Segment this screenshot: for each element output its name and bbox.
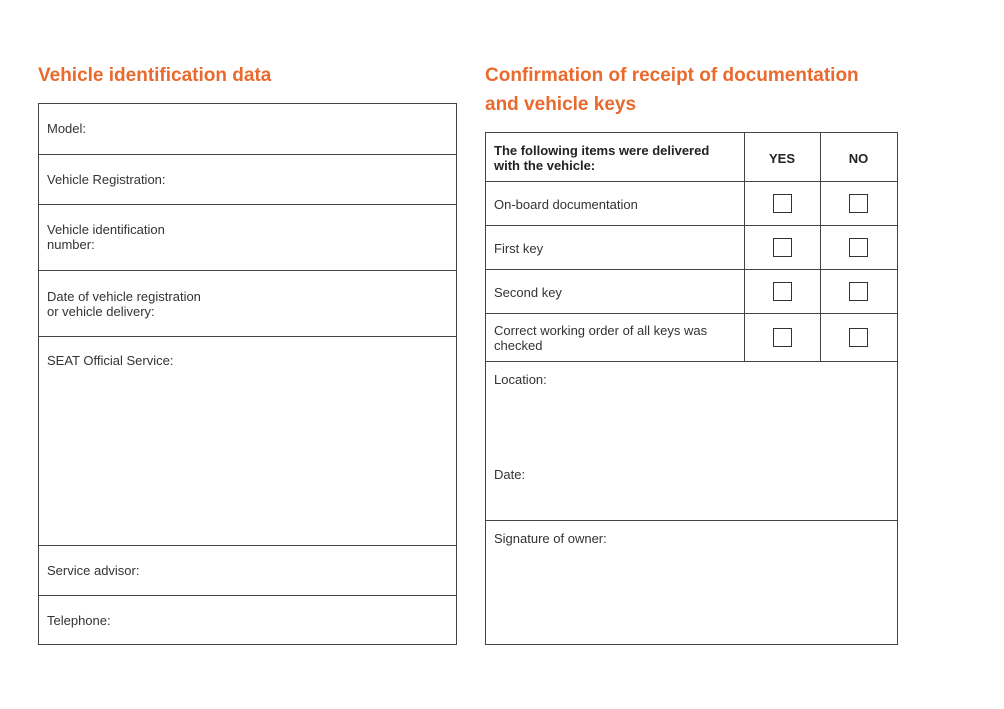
- row-divider: [486, 269, 897, 270]
- items-header: The following items were delivered with …: [494, 143, 710, 173]
- signature-label: Signature of owner:: [494, 531, 607, 546]
- column-divider: [744, 133, 745, 362]
- item-label: First key: [494, 241, 544, 256]
- row-divider: [39, 545, 456, 546]
- no-checkbox[interactable]: [849, 328, 868, 347]
- row-divider: [486, 361, 897, 362]
- yes-header: YES: [768, 151, 795, 166]
- row-divider: [486, 225, 897, 226]
- location-label: Location:: [494, 372, 547, 387]
- row-divider: [39, 270, 456, 271]
- registration-date-label: Date of vehicle registration or vehicle …: [47, 289, 201, 319]
- yes-checkbox[interactable]: [773, 282, 792, 301]
- vehicle-identification-table: Model: Vehicle Registration: Vehicle ident…: [38, 103, 457, 645]
- date-label: Date:: [494, 467, 526, 482]
- official-service-label: SEAT Official Service:: [47, 353, 174, 368]
- no-checkbox[interactable]: [849, 194, 868, 213]
- telephone-label: Telephone:: [47, 613, 111, 628]
- no-checkbox[interactable]: [849, 238, 868, 257]
- vehicle-registration-label: Vehicle Registration:: [47, 172, 166, 187]
- row-divider: [39, 336, 456, 337]
- confirmation-title-line2: and vehicle keys: [485, 94, 637, 115]
- confirmation-title-line1: Confirmation of receipt of documentation: [485, 65, 859, 86]
- no-header: NO: [848, 151, 869, 166]
- service-advisor-label: Service advisor:: [47, 563, 140, 578]
- row-divider: [486, 313, 897, 314]
- vehicle-identification-title: Vehicle identification data: [38, 65, 272, 86]
- yes-checkbox[interactable]: [773, 194, 792, 213]
- yes-checkbox[interactable]: [773, 328, 792, 347]
- row-divider: [486, 520, 897, 521]
- confirmation-title: Confirmation of receipt of documentation…: [485, 61, 859, 119]
- item-label: On-board documentation: [494, 197, 638, 212]
- item-label: Correct working order of all keys was ch…: [494, 323, 708, 353]
- column-divider: [820, 133, 821, 362]
- no-checkbox[interactable]: [849, 282, 868, 301]
- confirmation-table: The following items were delivered with …: [485, 132, 898, 645]
- vin-label: Vehicle identification number:: [47, 222, 165, 252]
- row-divider: [486, 181, 897, 182]
- yes-checkbox[interactable]: [773, 238, 792, 257]
- row-divider: [39, 204, 456, 205]
- model-label: Model:: [47, 121, 87, 136]
- row-divider: [39, 154, 456, 155]
- row-divider: [39, 595, 456, 596]
- item-label: Second key: [494, 285, 562, 300]
